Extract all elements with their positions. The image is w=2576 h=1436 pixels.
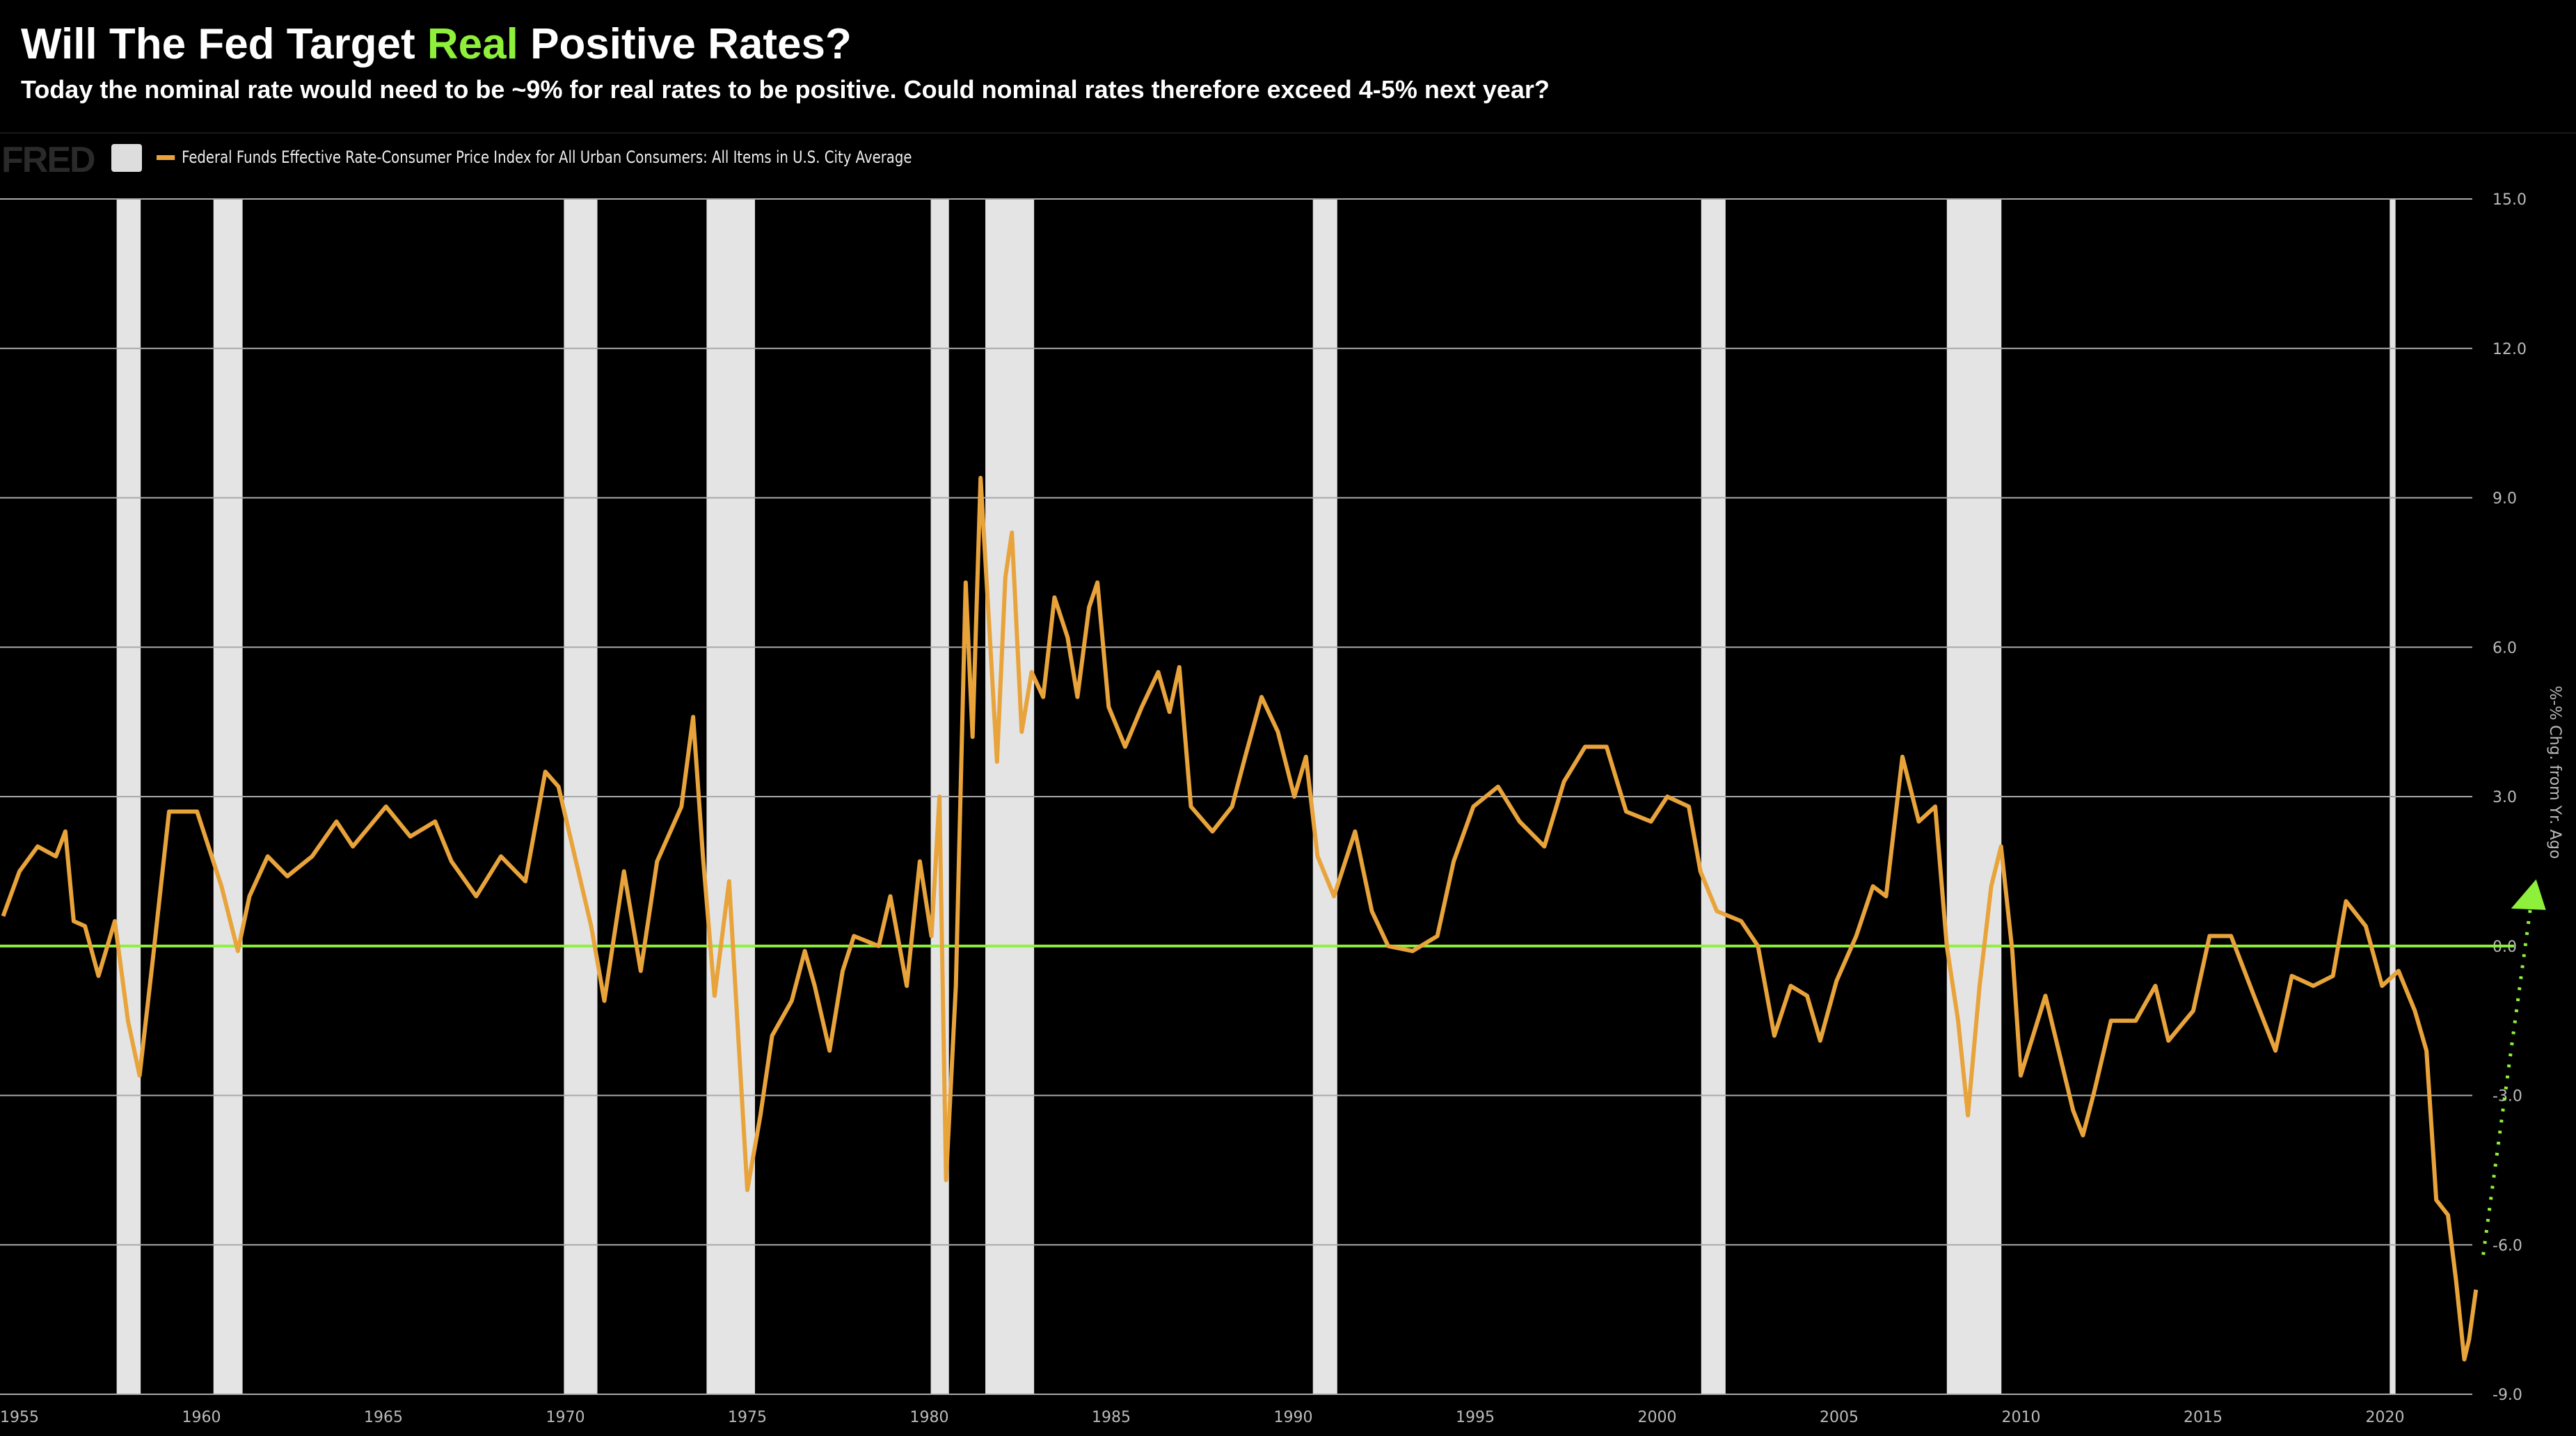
arrow-line [2481,907,2533,1255]
y-tick-label: -9.0 [2492,1387,2522,1404]
page-title: Will The Fed Target Real Positive Rates? [21,19,852,69]
x-tick-label: 1995 [1456,1409,1495,1426]
x-tick-label: 2010 [2002,1409,2041,1426]
legend-swatch [157,154,175,160]
x-tick-label: 2000 [1638,1409,1677,1426]
x-tick-label: 1955 [0,1409,39,1426]
y-tick-label: 12.0 [2492,341,2527,358]
y-tick-label: 6.0 [2492,639,2517,657]
series-line [1,475,2479,1362]
legend: Federal Funds Effective Rate-Consumer Pr… [157,147,912,167]
y-axis-label: %-% Chg. from Yr. Ago [2546,685,2563,859]
x-tick-label: 2005 [1820,1409,1859,1426]
title-text-end: Positive Rates? [518,20,852,68]
divider [0,132,2576,134]
y-tick-label: -6.0 [2492,1237,2522,1254]
x-tick-label: 2020 [2366,1409,2405,1426]
title-text: Will The Fed Target [21,20,427,68]
x-tick-label: 1965 [364,1409,403,1426]
x-tick-label: 1985 [1092,1409,1131,1426]
legend-label: Federal Funds Effective Rate-Consumer Pr… [182,147,912,167]
y-tick-label: 9.0 [2492,490,2517,508]
x-tick-label: 1970 [546,1409,585,1426]
arrow-head-icon [2511,879,2546,910]
fred-chart-icon [111,144,142,172]
x-tick-label: 1960 [182,1409,221,1426]
page-subtitle: Today the nominal rate would need to be … [21,75,1550,104]
x-tick-label: 1980 [910,1409,949,1426]
x-tick-label: 2015 [2184,1409,2223,1426]
y-tick-label: -3.0 [2492,1088,2522,1106]
y-tick-label: 15.0 [2492,191,2527,209]
x-tick-label: 1975 [728,1409,767,1426]
title-highlight: Real [427,20,518,68]
fred-logo: FRED [1,140,96,180]
y-tick-label: 3.0 [2492,789,2517,806]
x-tick-label: 1990 [1274,1409,1313,1426]
